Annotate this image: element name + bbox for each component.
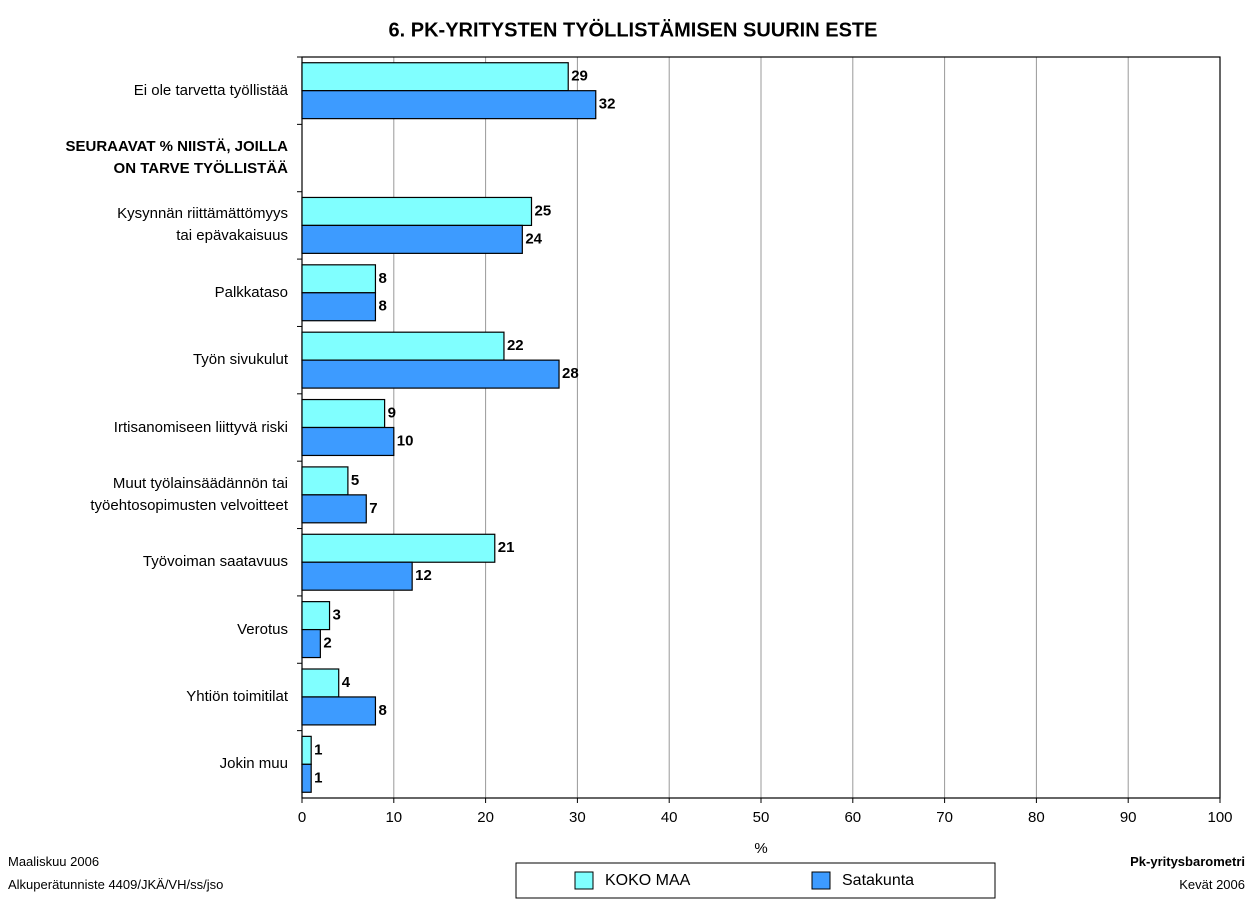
data-label: 4 xyxy=(342,674,351,691)
data-label: 28 xyxy=(562,365,579,382)
data-label: 25 xyxy=(535,202,552,219)
bar xyxy=(301,494,367,524)
category-label: Jokin muu xyxy=(219,755,288,773)
x-tick-label: 100 xyxy=(1207,809,1232,826)
data-label: 5 xyxy=(351,472,359,489)
footer-left: Maaliskuu 2006 xyxy=(8,854,100,869)
bar xyxy=(301,264,377,294)
bar xyxy=(301,696,377,726)
data-label: 8 xyxy=(378,298,386,315)
x-tick-label: 70 xyxy=(936,809,953,826)
bar xyxy=(301,735,312,765)
footer-left: Alkuperätunniste 4409/JKÄ/VH/ss/jso xyxy=(8,877,224,892)
bar xyxy=(301,628,321,659)
data-label: 24 xyxy=(525,230,542,247)
data-label: 8 xyxy=(378,270,386,287)
x-tick-label: 60 xyxy=(844,809,861,826)
x-tick-label: 10 xyxy=(385,809,402,826)
bar xyxy=(301,601,331,631)
bar xyxy=(301,62,569,92)
data-label: 1 xyxy=(314,741,322,758)
category-label: Verotus xyxy=(237,620,288,638)
bar xyxy=(301,533,496,563)
x-tick-label: 90 xyxy=(1120,809,1137,826)
data-label: 1 xyxy=(314,769,322,786)
data-label: 21 xyxy=(498,539,515,556)
data-label: 22 xyxy=(507,337,524,354)
data-label: 2 xyxy=(323,635,331,652)
bar xyxy=(301,398,386,429)
bar xyxy=(301,466,349,496)
bar xyxy=(301,426,395,457)
bar xyxy=(301,292,377,322)
bar xyxy=(301,224,523,254)
category-label: Yhtiön toimitilat xyxy=(186,687,288,705)
category-label: Työn sivukulut xyxy=(192,351,288,369)
data-label: 29 xyxy=(571,68,588,85)
data-label: 9 xyxy=(388,404,396,421)
data-label: 10 xyxy=(397,432,414,449)
category-label: Ei ole tarvetta työllistää xyxy=(133,81,288,99)
legend-label: Satakunta xyxy=(842,872,914,889)
data-label: 3 xyxy=(333,607,341,624)
legend-label: KOKO MAA xyxy=(605,872,691,889)
category-label: Palkkataso xyxy=(214,283,288,301)
x-tick-label: 0 xyxy=(298,809,306,826)
chart-title: 6. PK-YRITYSTEN TYÖLLISTÄMISEN SUURIN ES… xyxy=(389,18,878,41)
legend-box xyxy=(515,862,996,899)
bar xyxy=(301,561,413,591)
bar xyxy=(301,90,597,120)
data-label: 12 xyxy=(415,567,432,584)
x-tick-label: 20 xyxy=(477,809,494,826)
bar xyxy=(301,763,312,793)
category-label: Työvoiman saatavuus xyxy=(142,553,288,571)
x-tick-label: 30 xyxy=(569,809,586,826)
bar xyxy=(301,196,533,227)
x-axis-label: % xyxy=(754,840,767,857)
x-tick-label: 40 xyxy=(661,809,678,826)
data-label: 8 xyxy=(378,702,386,719)
x-tick-label: 80 xyxy=(1028,809,1045,826)
data-label: 32 xyxy=(599,96,616,113)
bar xyxy=(301,359,560,389)
footer-right: Pk-yritysbarometri xyxy=(1130,854,1245,869)
legend-swatch xyxy=(811,871,831,890)
bar xyxy=(301,331,505,361)
category-label: Kysynnän riittämättömyys tai epävakaisuu… xyxy=(117,205,288,245)
footer-right: Kevät 2006 xyxy=(1179,877,1245,892)
data-label: 7 xyxy=(369,500,377,517)
category-label: Muut työlainsäädännön tai työehtosopimus… xyxy=(90,474,288,514)
legend-swatch xyxy=(574,871,594,890)
category-label: Irtisanomiseen liittyvä riski xyxy=(113,418,288,436)
bar xyxy=(301,668,340,698)
x-tick-label: 50 xyxy=(753,809,770,826)
category-label: SEURAAVAT % NIISTÄ, JOILLA ON TARVE TYÖL… xyxy=(65,138,288,178)
